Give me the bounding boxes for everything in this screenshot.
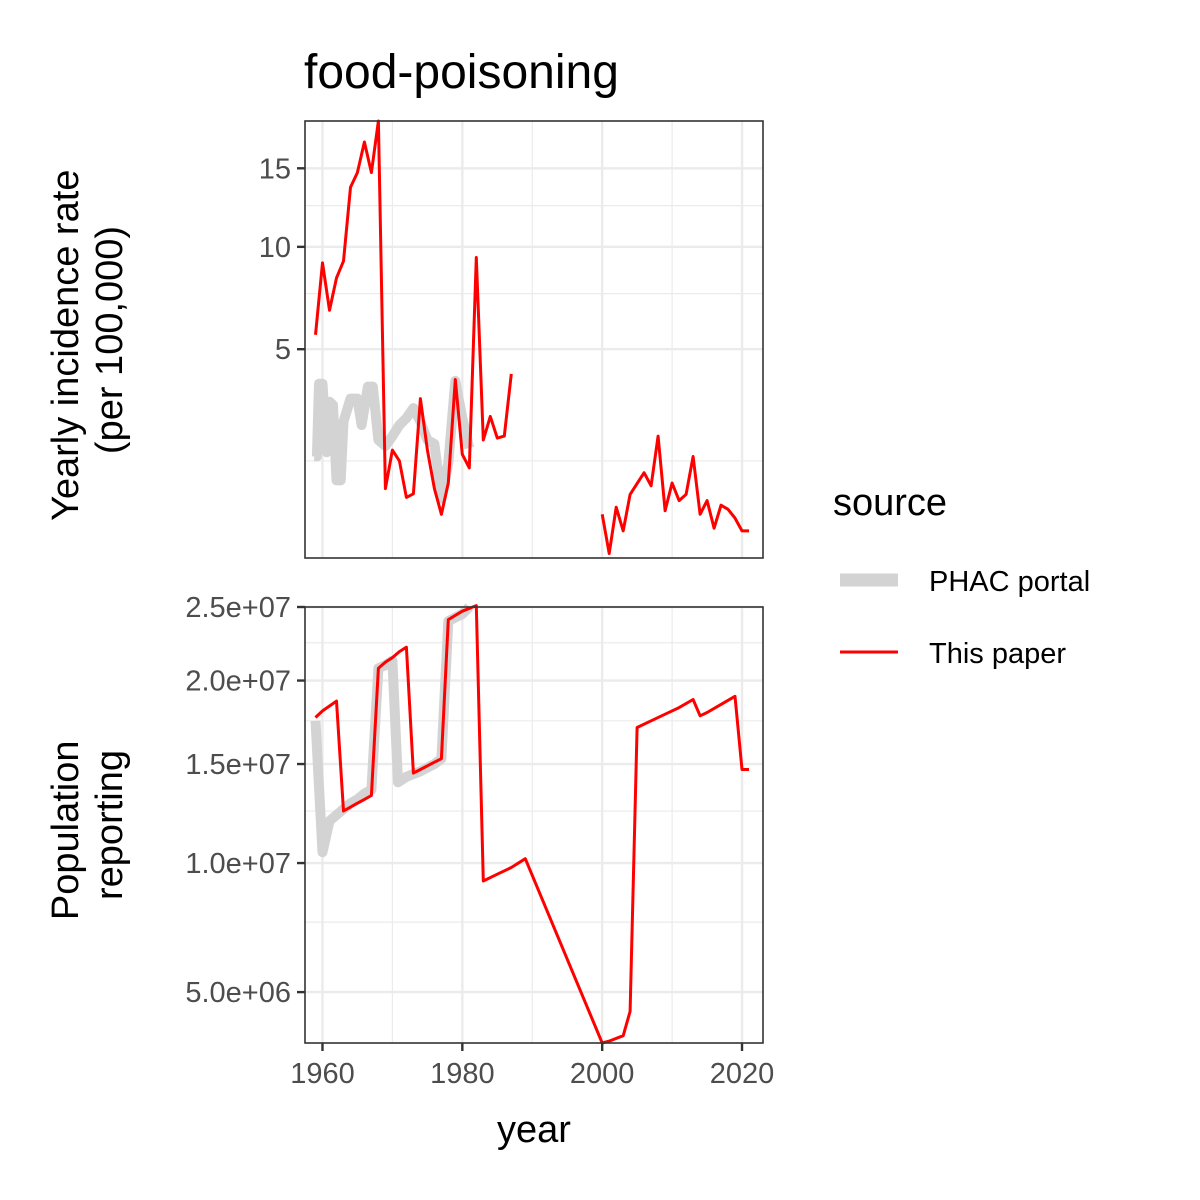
incidence-y-axis-title-line1: Yearly incidence rate	[45, 170, 87, 521]
legend-label-phac-portal: PHAC portal	[929, 566, 1090, 598]
incidence-panel-border	[304, 120, 764, 559]
population-panel: 5.0e+06 1.0e+07 1.5e+07 2.0e+07 2.5e+07 Popu…	[45, 592, 764, 1045]
x-axis-title: year	[497, 1109, 571, 1151]
incidence-rate-panel: 5 10 15 Yearly incidence rate (per 100,000…	[45, 119, 764, 559]
series-line-this-paper	[314, 604, 749, 1045]
population-panel-border	[304, 606, 764, 1044]
x-axis: 1960 1980 2000 2020	[290, 1043, 774, 1090]
population-y-axis: 5.0e+06 1.0e+07 1.5e+07 2.0e+07 2.5e+07	[185, 592, 305, 1009]
incidence-y-axis-title-line2: (per 100,000)	[89, 226, 131, 454]
population-y-axis-title: Population reporting	[45, 730, 131, 920]
legend-title: source	[833, 482, 947, 524]
y-tick-label: 15	[259, 153, 291, 185]
y-tick-label: 2.0e+07	[185, 666, 291, 698]
legend: source PHAC portal This paper	[833, 482, 1090, 670]
incidence-series-lines	[311, 119, 749, 555]
x-tick-label: 2020	[710, 1058, 775, 1090]
y-tick-label: 10	[259, 232, 291, 264]
x-tick-label: 1980	[430, 1058, 495, 1090]
y-tick-label: 5	[275, 334, 291, 366]
legend-label-this-paper: This paper	[929, 638, 1066, 670]
y-tick-label: 2.5e+07	[185, 592, 291, 624]
population-series-lines	[310, 603, 749, 1045]
y-tick-label: 1.0e+07	[185, 848, 291, 880]
population-y-axis-title-line1: Population	[45, 740, 87, 920]
incidence-y-axis: 5 10 15	[259, 153, 305, 366]
chart-title: food-poisoning	[304, 46, 619, 99]
y-tick-label: 1.5e+07	[185, 749, 291, 781]
y-tick-label: 5.0e+06	[185, 977, 291, 1009]
incidence-y-axis-title: Yearly incidence rate (per 100,000)	[45, 159, 131, 521]
x-tick-label: 2000	[570, 1058, 635, 1090]
population-y-axis-title-line2: reporting	[89, 750, 131, 900]
x-tick-label: 1960	[290, 1058, 355, 1090]
incidence-gridlines	[305, 121, 763, 558]
series-line-phac-portal	[311, 375, 475, 504]
series-line-this-paper	[314, 119, 749, 555]
